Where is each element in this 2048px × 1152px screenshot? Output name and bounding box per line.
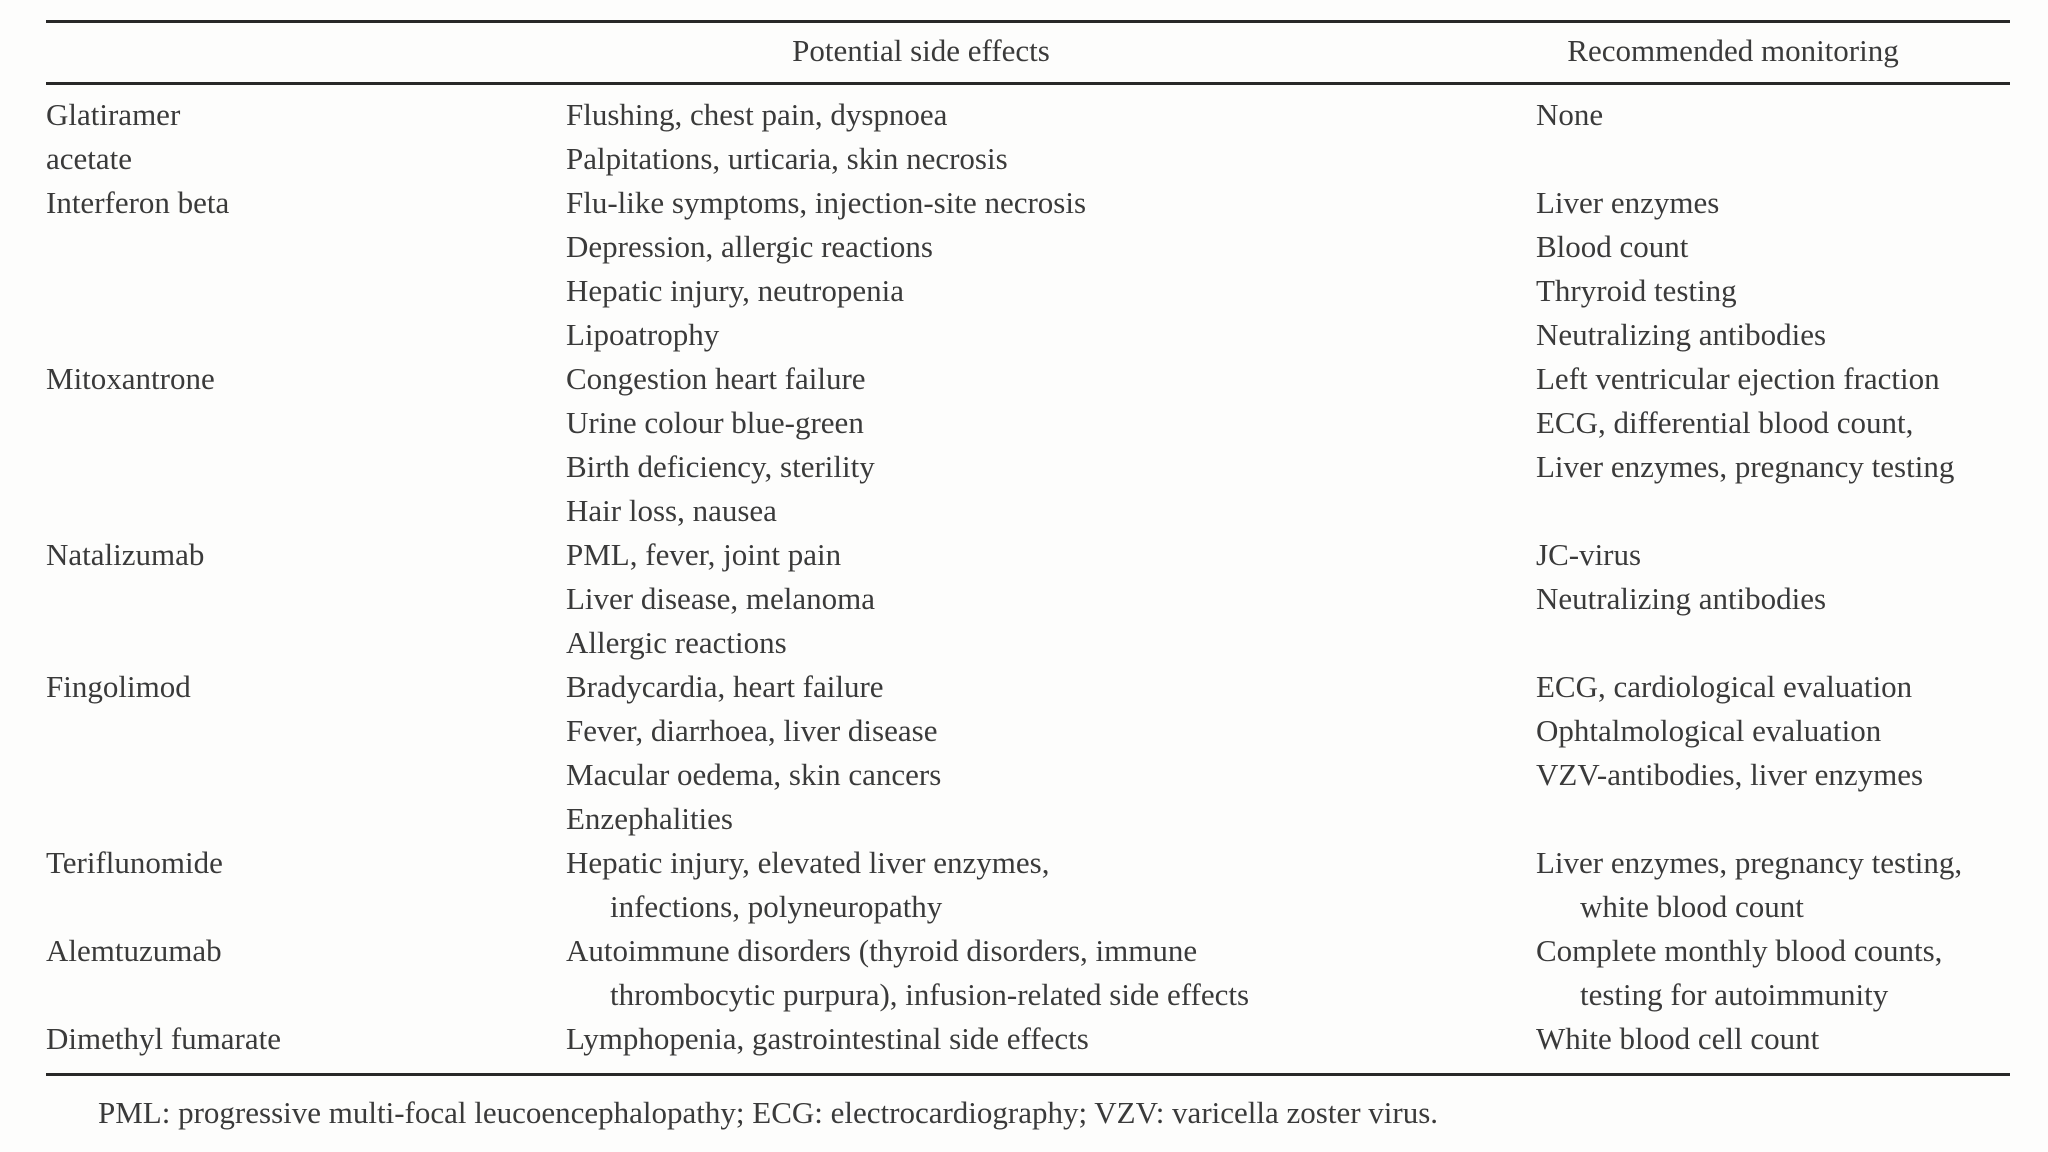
monitoring-line: White blood cell count <box>1536 1021 1820 1056</box>
cell-side-effects: Lymphopenia, gastrointestinal side effec… <box>566 1017 1536 1075</box>
side-effects-line: Enzephalities <box>566 801 733 836</box>
drug-line: Alemtuzumab <box>46 933 222 968</box>
cell-drug: Interferon beta <box>46 181 566 357</box>
cell-side-effects: Autoimmune disorders (thyroid disorders,… <box>566 929 1536 1017</box>
monitoring-line: JC-virus <box>1536 537 1642 572</box>
side-effects-line: infections, polyneuropathy <box>610 889 943 924</box>
side-effects-line: Birth deficiency, sterility <box>566 449 875 484</box>
header-drug <box>46 21 566 85</box>
table-header: Potential side effects Recommended monit… <box>46 21 2010 85</box>
table-row: Fingolimod Bradycardia, heart failure Feve… <box>46 665 2010 841</box>
side-effects-line: Flushing, chest pain, dyspnoea <box>566 97 948 132</box>
monitoring-line: Thryroid testing <box>1536 273 1737 308</box>
monitoring-line: Left ventricular ejection fraction <box>1536 361 1940 396</box>
side-effects-line: Hair loss, nausea <box>566 493 777 528</box>
cell-side-effects: Bradycardia, heart failure Fever, diarrho… <box>566 665 1536 841</box>
header-row: Potential side effects Recommended monit… <box>46 21 2010 85</box>
side-effects-line: Macular oedema, skin cancers <box>566 757 942 792</box>
cell-monitoring: JC-virus Neutralizing antibodies <box>1536 533 2010 665</box>
cell-drug: Dimethyl fumarate <box>46 1017 566 1075</box>
header-side-effects: Potential side effects <box>566 21 1536 85</box>
side-effects-line: Lipoatrophy <box>566 317 720 352</box>
cell-monitoring: Complete monthly blood counts, testing fo… <box>1536 929 2010 1017</box>
cell-monitoring: White blood cell count <box>1536 1017 2010 1075</box>
drug-line: Teriflunomide <box>46 845 223 880</box>
side-effects-line: Fever, diarrhoea, liver disease <box>566 713 938 748</box>
monitoring-line: testing for autoimmunity <box>1580 977 1889 1012</box>
drug-line: Glatiramer <box>46 97 181 132</box>
monitoring-line: ECG, cardiological evaluation <box>1536 669 1913 704</box>
side-effects-line: Flu-like symptoms, injection-site necros… <box>566 185 1087 220</box>
monitoring-line: ECG, differential blood count, <box>1536 405 1914 440</box>
monitoring-line: Neutralizing antibodies <box>1536 581 1827 616</box>
side-effects-line: PML, fever, joint pain <box>566 537 842 572</box>
side-effects-line: Palpitations, urticaria, skin necrosis <box>566 141 1008 176</box>
drug-line: Natalizumab <box>46 537 205 572</box>
cell-drug: Fingolimod <box>46 665 566 841</box>
side-effects-line: Allergic reactions <box>566 625 787 660</box>
cell-side-effects: Flu-like symptoms, injection-site necros… <box>566 181 1536 357</box>
side-effects-line: Liver disease, melanoma <box>566 581 876 616</box>
table-row: Alemtuzumab Autoimmune disorders (thyroid… <box>46 929 2010 1017</box>
table-footnote: PML: progressive multi-focal leucoenceph… <box>98 1095 1439 1130</box>
monitoring-line: None <box>1536 97 1604 132</box>
table-row: Natalizumab PML, fever, joint pain Liver d… <box>46 533 2010 665</box>
table-body: Glatiramer acetate Flushing, chest pain, d… <box>46 84 2010 1075</box>
monitoring-line: Neutralizing antibodies <box>1536 317 1827 352</box>
table-row: Interferon beta Flu-like symptoms, inject… <box>46 181 2010 357</box>
monitoring-line: Liver enzymes, pregnancy testing, <box>1536 845 1963 880</box>
monitoring-line: Ophtalmological evaluation <box>1536 713 1882 748</box>
side-effects-line: Bradycardia, heart failure <box>566 669 884 704</box>
cell-monitoring: Left ventricular ejection fraction ECG, d… <box>1536 357 2010 533</box>
side-effects-line: Hepatic injury, elevated liver enzymes, <box>566 845 1050 880</box>
side-effects-line: Hepatic injury, neutropenia <box>566 273 905 308</box>
side-effects-line: Congestion heart failure <box>566 361 866 396</box>
side-effects-line: Urine colour blue-green <box>566 405 864 440</box>
monitoring-line: Liver enzymes, pregnancy testing <box>1536 449 1955 484</box>
monitoring-line: Complete monthly blood counts, <box>1536 933 1943 968</box>
drug-line: Interferon beta <box>46 185 230 220</box>
cell-monitoring: Liver enzymes, pregnancy testing, white b… <box>1536 841 2010 929</box>
table-row: Mitoxantrone Congestion heart failure Urin… <box>46 357 2010 533</box>
monitoring-line: white blood count <box>1580 889 1804 924</box>
cell-drug: Mitoxantrone <box>46 357 566 533</box>
monitoring-line: Blood count <box>1536 229 1689 264</box>
cell-side-effects: Hepatic injury, elevated liver enzymes, i… <box>566 841 1536 929</box>
monitoring-line: VZV-antibodies, liver enzymes <box>1536 757 1924 792</box>
drug-line: Mitoxantrone <box>46 361 215 396</box>
side-effects-line: Lymphopenia, gastrointestinal side effec… <box>566 1021 1089 1056</box>
cell-side-effects: Flushing, chest pain, dyspnoea Palpitatio… <box>566 84 1536 182</box>
cell-monitoring: Liver enzymes Blood count Thryroid testing… <box>1536 181 2010 357</box>
side-effects-line: thrombocytic purpura), infusion-related … <box>610 977 1250 1012</box>
cell-monitoring: ECG, cardiological evaluation Ophtalmolog… <box>1536 665 2010 841</box>
cell-side-effects: Congestion heart failure Urine colour blu… <box>566 357 1536 533</box>
monitoring-line: Liver enzymes <box>1536 185 1720 220</box>
drug-line: acetate <box>46 141 133 176</box>
drug-line: Fingolimod <box>46 669 191 704</box>
cell-monitoring: None <box>1536 84 2010 182</box>
table-row: Glatiramer acetate Flushing, chest pain, d… <box>46 84 2010 182</box>
cell-drug: Teriflunomide <box>46 841 566 929</box>
cell-drug: Glatiramer acetate <box>46 84 566 182</box>
cell-drug: Natalizumab <box>46 533 566 665</box>
side-effects-line: Depression, allergic reactions <box>566 229 933 264</box>
table-row: Teriflunomide Hepatic injury, elevated li… <box>46 841 2010 929</box>
side-effects-line: Autoimmune disorders (thyroid disorders,… <box>566 933 1198 968</box>
drug-line: Dimethyl fumarate <box>46 1021 281 1056</box>
cell-drug: Alemtuzumab <box>46 929 566 1017</box>
table-row: Dimethyl fumarate Lymphopenia, gastrointe… <box>46 1017 2010 1075</box>
medication-table: Potential side effects Recommended monit… <box>46 20 2010 1076</box>
header-monitoring: Recommended monitoring <box>1536 21 2010 85</box>
cell-side-effects: PML, fever, joint pain Liver disease, mel… <box>566 533 1536 665</box>
